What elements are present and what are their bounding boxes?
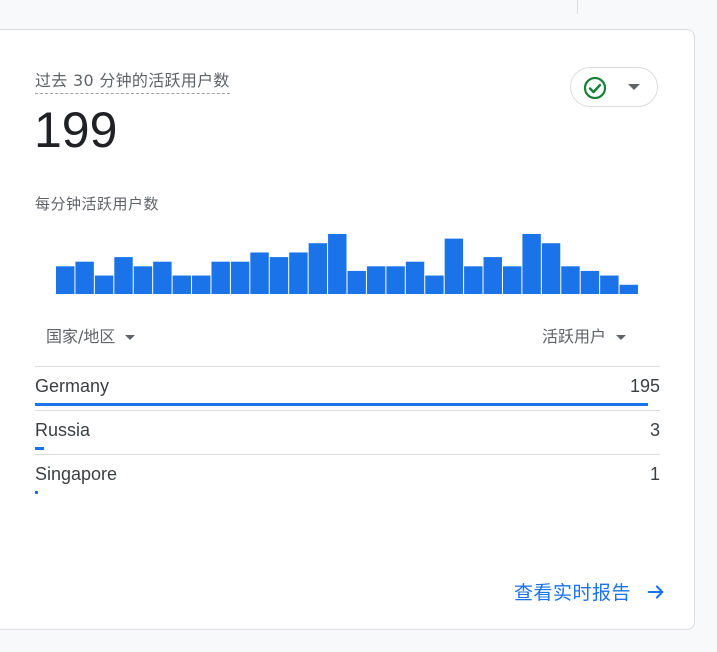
minute-bar[interactable] (483, 257, 502, 294)
minute-bar[interactable] (133, 266, 153, 294)
minute-bar[interactable] (600, 275, 619, 294)
minute-bar[interactable] (425, 275, 444, 294)
table-row[interactable]: Singapore 1 (35, 455, 660, 498)
minute-bar[interactable] (269, 257, 289, 294)
value-bar (35, 403, 648, 406)
minute-bar[interactable] (405, 261, 425, 294)
table-row[interactable]: Russia 3 (35, 411, 660, 454)
per-minute-bar-chart (56, 234, 638, 294)
minute-bar[interactable] (561, 266, 580, 294)
view-realtime-report-link[interactable]: 查看实时报告 (514, 578, 667, 605)
country-value: 1 (649, 464, 660, 484)
active-users-total: 199 (34, 102, 118, 158)
table-row[interactable]: Germany 195 (35, 367, 660, 410)
minute-bar[interactable] (541, 243, 561, 294)
minute-bar[interactable] (347, 270, 366, 294)
minute-bar[interactable] (230, 261, 250, 294)
minute-bar[interactable] (211, 261, 230, 294)
country-value: 195 (629, 376, 660, 396)
minute-bar[interactable] (580, 270, 600, 294)
arrow-right-icon (647, 584, 664, 599)
metric-column-label: 活跃用户 (541, 327, 606, 346)
minute-bar[interactable] (56, 266, 75, 294)
chevron-down-icon (628, 84, 640, 90)
minute-bar[interactable] (502, 266, 522, 294)
metric-column-header[interactable]: 活跃用户 (542, 325, 626, 349)
minute-bar[interactable] (386, 266, 405, 294)
minute-bar[interactable] (522, 234, 541, 294)
table-divider (35, 454, 660, 455)
minute-bar[interactable] (153, 261, 172, 294)
value-bar (35, 447, 45, 450)
dimension-column-label: 国家/地区 (46, 327, 116, 346)
country-name: Russia (35, 420, 91, 440)
realtime-users-card: 过去 30 分钟的活跃用户数 199 每分钟活跃用户数 国家/地区 活跃用户 G… (0, 29, 695, 630)
minute-bar[interactable] (444, 238, 464, 294)
minute-bar[interactable] (114, 257, 133, 294)
chevron-down-icon (125, 335, 136, 340)
minute-bar[interactable] (192, 275, 211, 294)
minute-bar[interactable] (619, 284, 638, 294)
status-dropdown-button[interactable] (570, 67, 658, 107)
table-divider (35, 410, 660, 411)
check-circle-icon (583, 76, 607, 100)
minute-bar[interactable] (250, 252, 269, 294)
minute-bar[interactable] (172, 275, 192, 294)
country-name: Singapore (35, 464, 118, 484)
top-divider (577, 0, 578, 14)
value-bar (35, 491, 39, 494)
minute-bar[interactable] (366, 266, 386, 294)
minute-bar[interactable] (464, 266, 483, 294)
country-value: 3 (649, 420, 660, 440)
minute-bar[interactable] (308, 243, 328, 294)
minute-bar[interactable] (328, 234, 347, 294)
card-title[interactable]: 过去 30 分钟的活跃用户数 (35, 71, 230, 94)
minute-bar[interactable] (75, 261, 94, 294)
table-divider (35, 366, 660, 367)
view-realtime-report-label: 查看实时报告 (513, 582, 631, 604)
minute-bar[interactable] (94, 275, 114, 294)
country-name: Germany (35, 376, 110, 396)
dimension-column-header[interactable]: 国家/地区 (46, 325, 136, 349)
minute-bar[interactable] (289, 252, 308, 294)
chart-subtitle: 每分钟活跃用户数 (35, 195, 160, 213)
chevron-down-icon (616, 335, 626, 340)
